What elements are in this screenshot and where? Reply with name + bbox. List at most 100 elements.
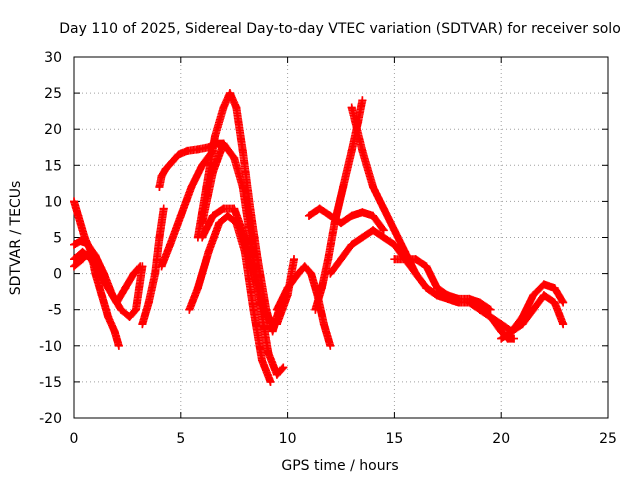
data-point xyxy=(539,291,548,300)
data-point xyxy=(249,305,258,314)
data-point xyxy=(257,356,266,365)
data-point xyxy=(223,211,232,220)
data-point xyxy=(104,312,113,321)
data-point xyxy=(358,208,367,217)
data-point xyxy=(454,298,463,307)
chart-title: Day 110 of 2025, Sidereal Day-to-day VTE… xyxy=(59,21,621,37)
data-point xyxy=(317,284,326,293)
data-point xyxy=(168,157,177,166)
series-track-t xyxy=(497,291,568,343)
data-point xyxy=(232,103,241,112)
data-point xyxy=(326,341,335,350)
data-point xyxy=(70,262,78,271)
data-point xyxy=(379,233,388,242)
data-point xyxy=(144,298,153,307)
data-point xyxy=(78,255,87,264)
data-point xyxy=(116,305,125,314)
data-point xyxy=(208,168,217,177)
data-point xyxy=(390,240,399,249)
data-point xyxy=(411,255,420,264)
data-point xyxy=(307,269,316,278)
data-point xyxy=(198,161,207,170)
data-point xyxy=(379,204,388,213)
data-point xyxy=(550,284,559,293)
data-point xyxy=(433,284,442,293)
data-point xyxy=(486,312,495,321)
data-point xyxy=(443,294,452,303)
data-point xyxy=(97,291,106,300)
data-point xyxy=(401,255,410,264)
data-point xyxy=(159,204,168,213)
y-tick-label: -10 xyxy=(39,339,62,355)
data-point xyxy=(475,305,484,314)
data-point xyxy=(272,320,281,329)
data-point xyxy=(475,298,484,307)
series-track-n xyxy=(304,204,388,235)
data-point xyxy=(339,182,348,191)
y-tick-label: 0 xyxy=(53,267,62,283)
y-tick-label: 10 xyxy=(44,194,62,210)
data-point xyxy=(326,211,335,220)
data-point xyxy=(157,262,166,271)
data-point xyxy=(264,349,273,358)
data-point xyxy=(183,146,192,155)
data-point xyxy=(219,139,228,148)
data-point xyxy=(550,298,559,307)
data-point xyxy=(155,182,164,191)
data-point xyxy=(125,312,134,321)
data-point xyxy=(215,219,224,228)
data-point xyxy=(324,255,333,264)
series-track-p xyxy=(347,103,463,307)
data-point xyxy=(225,89,234,98)
y-tick-label: 15 xyxy=(44,158,62,174)
data-point xyxy=(539,280,548,289)
data-point xyxy=(369,226,378,235)
data-point xyxy=(559,320,568,329)
data-point xyxy=(497,334,506,343)
data-point xyxy=(238,146,247,155)
x-tick-label: 0 xyxy=(70,431,79,447)
x-tick-label: 10 xyxy=(279,431,297,447)
data-point xyxy=(337,219,345,228)
data-point xyxy=(210,132,219,141)
x-tick-label: 20 xyxy=(492,431,510,447)
axis-ticks xyxy=(73,56,609,419)
y-tick-label: -5 xyxy=(48,303,62,319)
data-point xyxy=(187,182,196,191)
data-point xyxy=(262,312,271,321)
data-point xyxy=(230,204,239,213)
data-point xyxy=(507,327,516,336)
data-point xyxy=(379,226,388,235)
data-point xyxy=(70,255,78,264)
data-point xyxy=(559,298,568,307)
data-point xyxy=(110,327,119,336)
data-point xyxy=(283,284,292,293)
data-point xyxy=(238,182,247,191)
data-point xyxy=(369,211,378,220)
y-tick-label: 30 xyxy=(44,50,62,66)
data-point xyxy=(411,269,420,278)
series-track-j xyxy=(198,139,288,379)
data-point xyxy=(131,305,140,314)
series-track-e xyxy=(138,204,168,329)
data-point xyxy=(198,233,207,242)
data-point xyxy=(422,262,431,271)
data-point xyxy=(529,291,538,300)
y-tick-label: 5 xyxy=(53,231,62,247)
data-point xyxy=(358,146,367,155)
data-point xyxy=(369,182,378,191)
data-point xyxy=(136,262,145,271)
data-point xyxy=(300,262,309,271)
data-point xyxy=(401,247,410,256)
data-series xyxy=(70,89,568,386)
x-tick-label: 15 xyxy=(385,431,403,447)
data-point xyxy=(272,370,281,379)
data-point xyxy=(358,96,367,105)
series-track-h xyxy=(193,89,284,336)
data-point xyxy=(157,172,166,181)
data-point xyxy=(176,211,185,220)
data-point xyxy=(112,298,121,307)
x-tick-label: 25 xyxy=(599,431,617,447)
y-axis-tick-labels: -20 -15 -10 -5 0 5 10 15 20 25 30 xyxy=(39,50,62,427)
